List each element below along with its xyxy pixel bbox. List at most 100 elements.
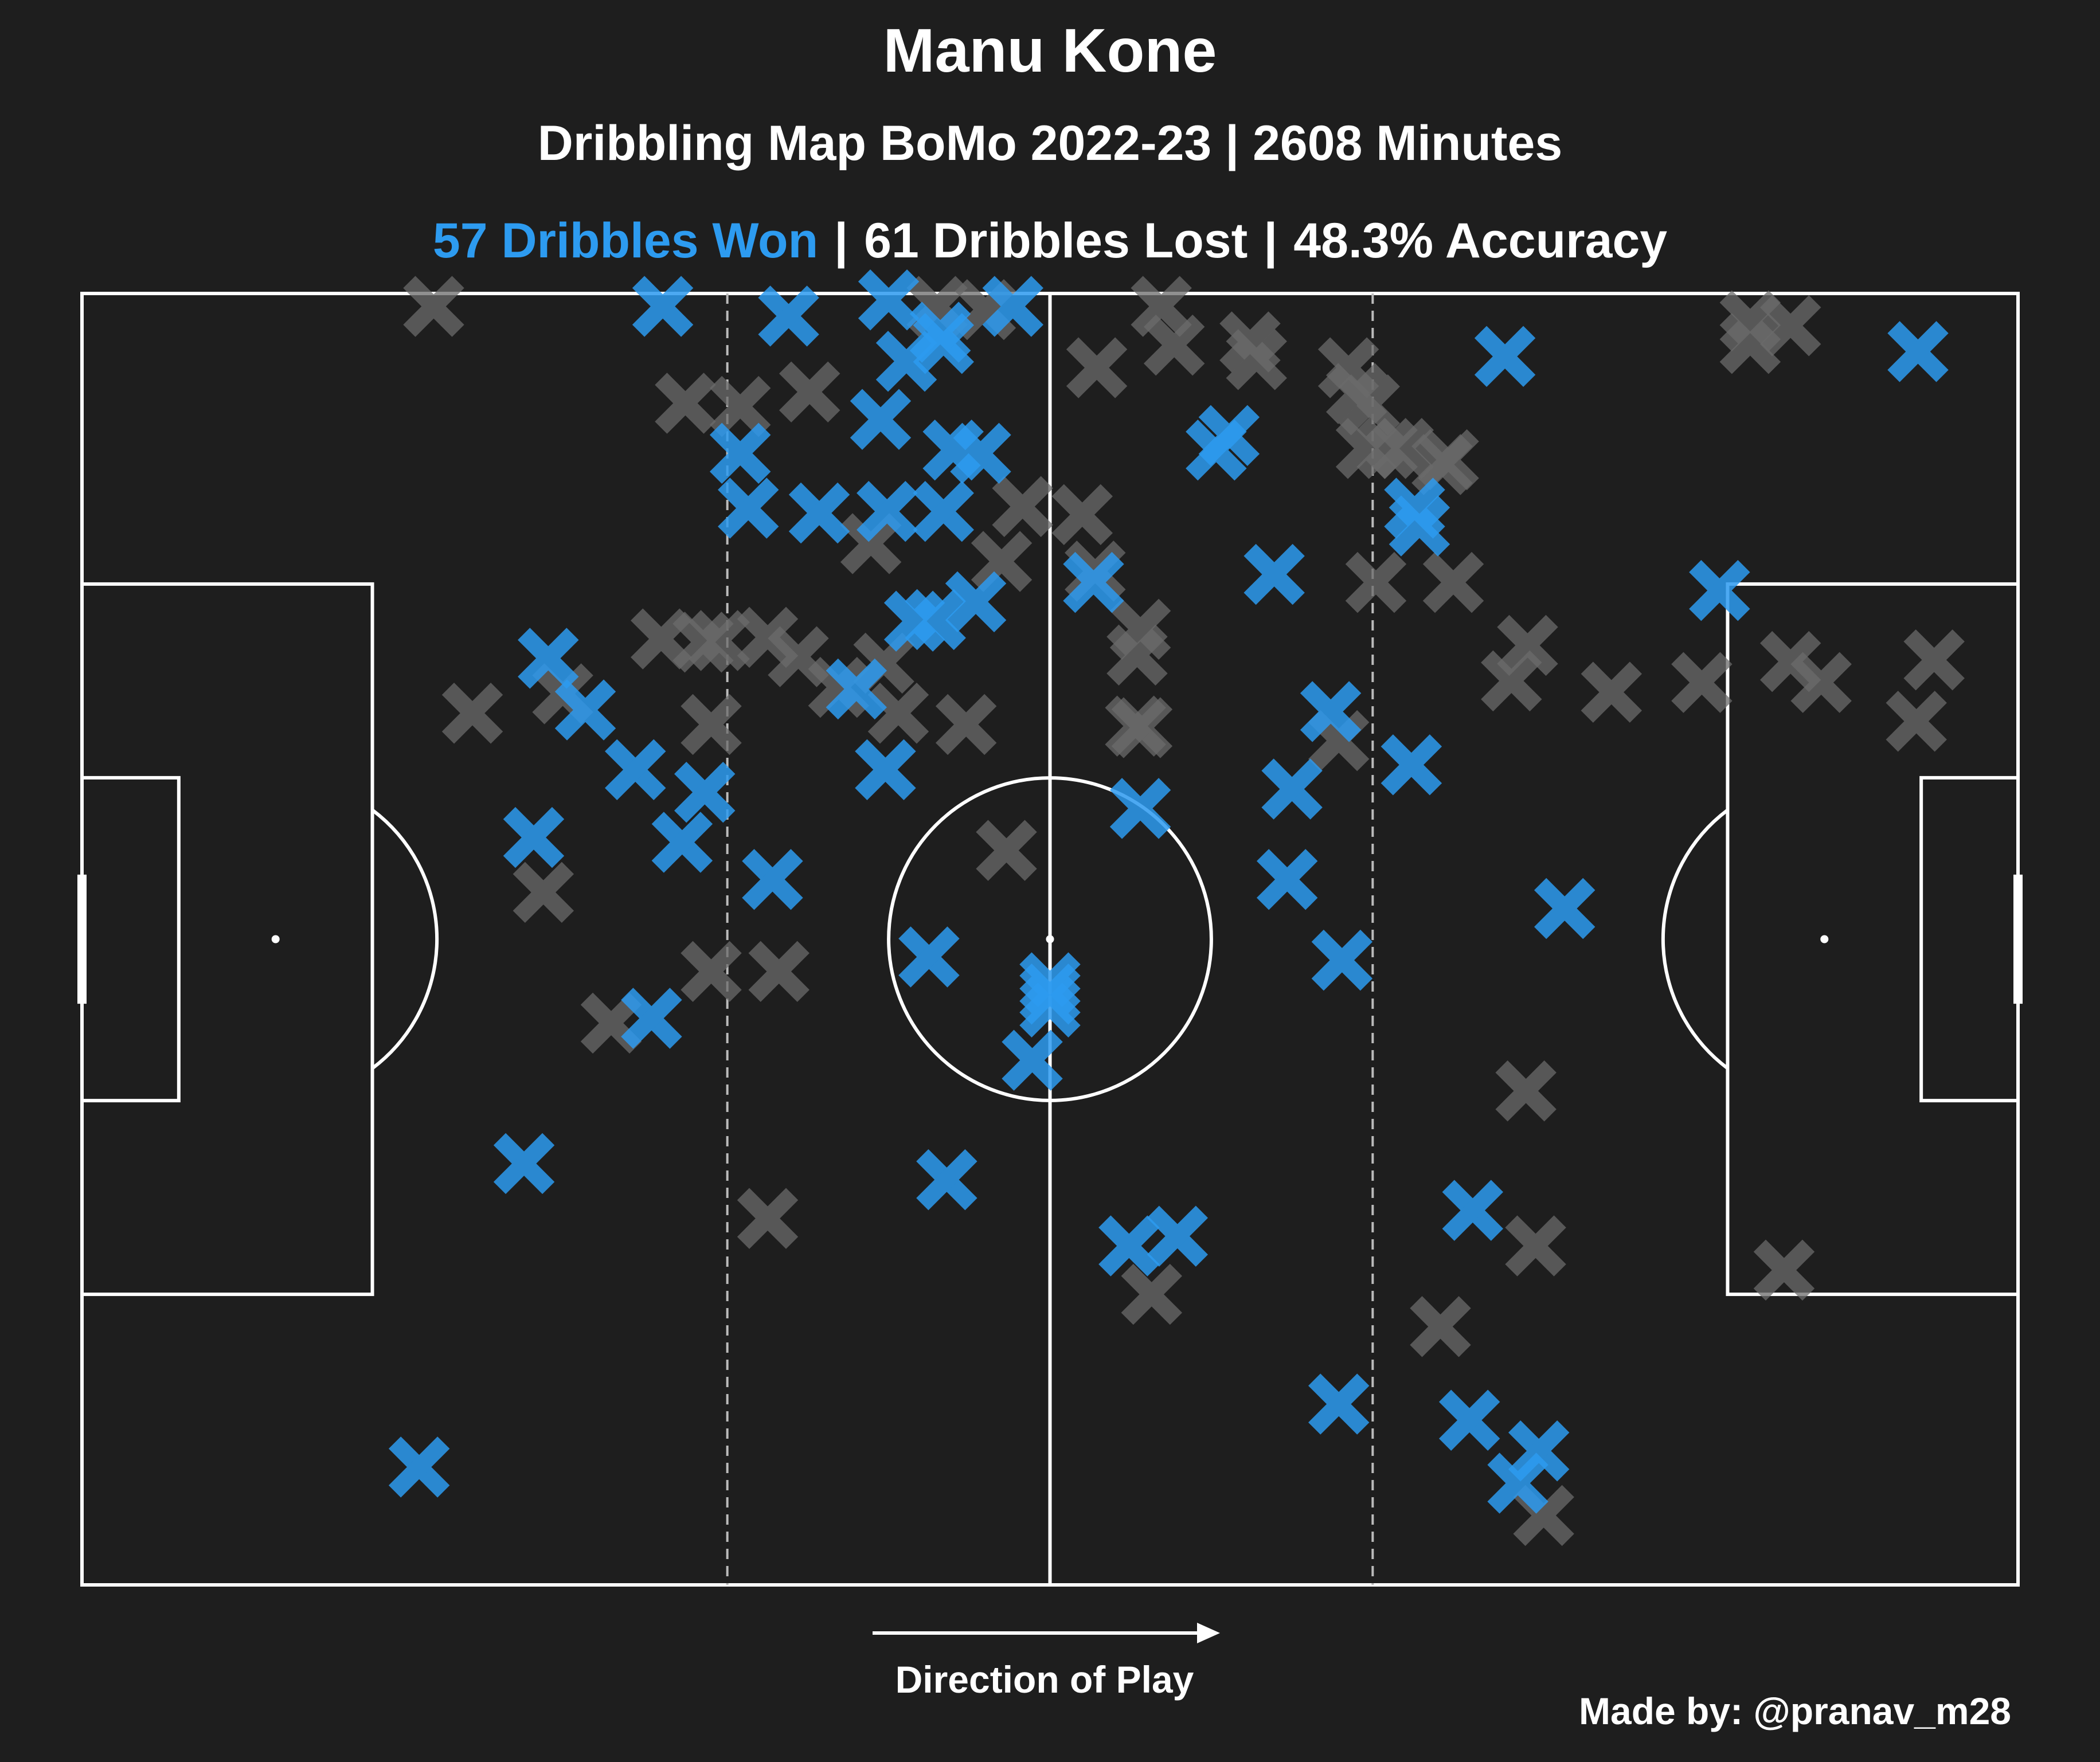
won-dribble-marker — [1887, 321, 1949, 382]
summary-stats: 57 Dribbles Won | 61 Dribbles Lost | 48.3% A… — [0, 206, 2100, 275]
won-dribble-marker — [1198, 405, 1260, 467]
won-dribble-marker — [858, 269, 920, 331]
won-dribble-marker — [1442, 1180, 1504, 1241]
won-dribble-marker — [605, 739, 666, 801]
lost-dribble-marker — [1106, 624, 1168, 686]
won-dribble-marker — [1261, 758, 1323, 820]
lost-dribble-marker — [1581, 661, 1643, 723]
lost-dribble-marker — [1759, 631, 1821, 692]
lost-dribble-marker — [1345, 551, 1407, 613]
stat-separator: | — [834, 213, 848, 268]
won-dribble-marker — [709, 422, 771, 484]
left-penalty-arc — [371, 808, 439, 1070]
dribbles-lost-stat: 61 Dribbles Lost — [864, 213, 1248, 268]
won-dribble-marker — [718, 477, 779, 539]
lost-dribble-marker — [441, 683, 503, 744]
won-dribble-marker — [916, 1149, 977, 1211]
lost-dribble-marker — [1226, 329, 1287, 390]
won-dribble-marker — [742, 849, 803, 910]
chart-title: Manu Kone — [883, 15, 1217, 85]
lost-dribble-marker — [681, 941, 742, 1003]
right-six-yard-box — [1919, 776, 2020, 1103]
lost-dribble-marker — [1505, 1215, 1566, 1277]
lost-dribble-marker — [935, 694, 997, 755]
stat-separator: | — [1264, 213, 1278, 268]
won-dribble-marker — [1308, 1373, 1370, 1435]
won-dribble-marker — [1311, 929, 1373, 991]
won-dribble-marker — [503, 806, 565, 868]
lost-dribble-marker — [1886, 691, 1947, 752]
lost-dribble-marker — [1422, 551, 1484, 613]
lost-dribble-marker — [631, 608, 692, 669]
lost-dribble-marker — [1481, 650, 1542, 712]
won-dribble-marker — [788, 482, 850, 544]
won-dribble-marker — [1243, 543, 1305, 605]
lost-dribble-marker — [992, 476, 1053, 537]
won-dribble-marker — [621, 988, 682, 1049]
won-dribble-marker — [922, 419, 984, 481]
lost-dribble-marker — [1131, 276, 1192, 337]
won-dribble-marker — [1534, 878, 1595, 939]
left-penalty-area — [80, 582, 374, 1297]
won-dribbles-series — [388, 269, 1949, 1514]
lost-dribble-marker — [748, 941, 810, 1003]
lost-dribble-marker — [737, 1188, 799, 1249]
won-dribble-marker — [1109, 778, 1171, 839]
lost-dribble-marker — [1497, 614, 1558, 676]
won-dribble-marker — [913, 313, 974, 374]
won-dribble-marker — [857, 480, 918, 542]
accuracy-stat: 48.3% Accuracy — [1293, 213, 1668, 268]
won-dribble-marker — [518, 628, 579, 689]
lost-dribble-marker — [1066, 337, 1128, 398]
lost-dribble-marker — [1111, 697, 1173, 758]
won-dribble-marker — [674, 762, 736, 823]
won-dribble-marker — [855, 739, 916, 801]
won-dribble-marker — [1689, 559, 1750, 621]
won-dribble-marker — [1002, 1029, 1063, 1091]
won-dribble-marker — [388, 1436, 450, 1498]
lost-dribble-marker — [1495, 1060, 1557, 1122]
lost-dribble-marker — [1719, 313, 1781, 374]
won-dribble-marker — [875, 331, 937, 392]
won-dribble-marker — [1300, 681, 1362, 742]
lost-dribble-marker — [672, 612, 734, 673]
lost-dribble-marker — [1143, 314, 1205, 376]
won-dribble-marker — [1389, 495, 1450, 557]
lost-dribble-marker — [976, 820, 1037, 881]
lost-dribble-marker — [1759, 295, 1821, 357]
won-dribble-marker — [493, 1133, 555, 1195]
won-dribble-marker — [651, 812, 713, 873]
lost-dribble-marker — [971, 531, 1033, 592]
credit-text: Made by: @pranav_m28 — [1579, 1690, 2011, 1732]
lost-dribble-marker — [1410, 1296, 1471, 1357]
center-circle — [887, 776, 1213, 1102]
lost-dribble-marker — [1051, 484, 1113, 546]
direction-arrow — [873, 1623, 1220, 1643]
dribbles-won-stat: 57 Dribbles Won — [432, 213, 819, 268]
lost-dribble-marker — [1339, 374, 1400, 436]
left-penalty-spot — [271, 935, 280, 943]
won-dribble-marker — [554, 679, 616, 741]
right-penalty-arc — [1661, 808, 1729, 1070]
lost-dribble-marker — [1671, 652, 1733, 713]
won-dribble-marker — [1381, 734, 1442, 796]
won-dribble-marker — [1147, 1205, 1209, 1267]
won-dribble-marker — [913, 480, 974, 542]
won-dribble-marker — [1487, 1452, 1548, 1514]
left-six-yard-box — [80, 776, 181, 1103]
lost-dribble-marker — [681, 694, 742, 755]
won-dribble-marker — [1063, 551, 1124, 613]
won-dribble-marker — [905, 589, 966, 651]
third-lines — [726, 293, 1374, 1585]
lost-dribble-marker — [403, 276, 464, 337]
lost-dribble-marker — [1372, 418, 1434, 479]
lost-dribble-marker — [1411, 434, 1473, 495]
lost-dribbles-series — [403, 276, 1965, 1546]
won-dribble-marker — [850, 389, 912, 450]
chart-subtitle: Dribbling Map BoMo 2022-23 | 2608 Minute… — [537, 116, 1563, 171]
won-dribble-marker — [945, 571, 1007, 633]
lost-dribble-marker — [709, 375, 771, 437]
center-spot — [1046, 935, 1054, 943]
